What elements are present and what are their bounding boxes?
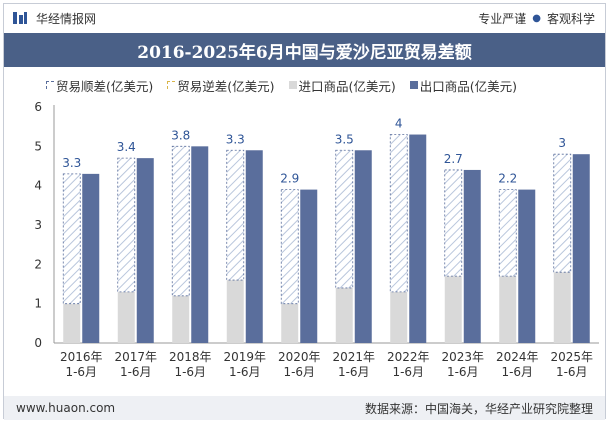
- legend: 贸易顺差(亿美元) 贸易逆差(亿美元) 进口商品(亿美元) 出口商品(亿美元): [46, 76, 586, 94]
- y-tick-label: 2: [34, 257, 42, 271]
- legend-swatch-export: [409, 81, 418, 89]
- import-bar: [444, 276, 462, 343]
- legend-swatch-surplus: [46, 81, 54, 89]
- legend-item-surplus: 贸易顺差(亿美元): [46, 76, 153, 95]
- x-tick-label: 2021年: [332, 350, 375, 364]
- legend-label-import: 进口商品(亿美元): [298, 78, 396, 94]
- import-bar: [499, 276, 517, 343]
- data-label: 2.9: [280, 172, 299, 186]
- import-bar: [281, 303, 299, 343]
- legend-item-import: 进口商品(亿美元): [288, 76, 396, 95]
- x-tick-label: 2018年: [169, 350, 212, 364]
- legend-item-deficit: 贸易逆差(亿美元): [167, 76, 275, 95]
- tag-objective: 客观科学: [546, 11, 595, 26]
- surplus-bar: [389, 134, 408, 293]
- x-tick-label: 2023年: [441, 350, 484, 364]
- legend-swatch-import: [288, 81, 297, 89]
- surplus-bar: [553, 153, 572, 273]
- bar-chart: 01234563.32016年1-6月3.42017年1-6月3.82018年1…: [34, 100, 599, 379]
- data-label: 3.5: [335, 132, 354, 146]
- x-tick-label: 1-6月: [65, 365, 97, 379]
- export-bar: [354, 150, 372, 343]
- export-bar: [518, 189, 536, 343]
- logo-icon: [13, 12, 27, 24]
- x-tick-label: 1-6月: [120, 365, 152, 379]
- x-tick-label: 2020年: [278, 350, 321, 364]
- export-bar: [300, 189, 318, 343]
- legend-label-surplus: 贸易顺差(亿美元): [56, 78, 154, 94]
- x-tick-label: 2019年: [223, 350, 266, 364]
- export-bar: [463, 169, 481, 343]
- x-tick-label: 1-6月: [392, 365, 424, 379]
- data-label: 3.8: [171, 128, 190, 142]
- footer: www.huaon.com 数据来源：中国海关，华经产业研究院整理: [4, 396, 605, 420]
- import-bar: [335, 287, 353, 343]
- x-tick-label: 2016年: [60, 350, 103, 364]
- x-tick-label: 1-6月: [501, 365, 533, 379]
- legend-swatch-deficit: [167, 81, 176, 89]
- export-bar: [82, 173, 100, 343]
- export-bar: [409, 134, 427, 343]
- surplus-bar: [280, 189, 299, 305]
- surplus-bar: [226, 149, 245, 281]
- data-label: 2.7: [444, 152, 463, 166]
- x-tick-label: 1-6月: [283, 365, 315, 379]
- import-bar: [117, 291, 135, 343]
- y-tick-label: 6: [34, 100, 42, 114]
- y-tick-label: 1: [34, 297, 42, 311]
- x-tick-label: 1-6月: [229, 365, 261, 379]
- import-bar: [172, 295, 190, 343]
- export-bar: [572, 154, 590, 343]
- export-bar: [191, 146, 209, 343]
- y-tick-label: 5: [34, 139, 42, 153]
- x-tick-label: 1-6月: [556, 365, 588, 379]
- surplus-bar: [117, 157, 136, 293]
- surplus-bar: [444, 169, 463, 277]
- x-tick-label: 1-6月: [174, 365, 206, 379]
- x-tick-label: 2025年: [550, 350, 593, 364]
- surplus-bar: [62, 173, 81, 305]
- y-tick-label: 4: [34, 179, 42, 193]
- chart-frame: 华经情报网 专业严谨 ● 客观科学 2016-2025年6月中国与爱沙尼亚贸易差…: [3, 3, 606, 420]
- data-label: 3: [558, 136, 566, 150]
- import-bar: [390, 291, 408, 343]
- chart-title: 2016-2025年6月中国与爱沙尼亚贸易差额: [137, 42, 472, 63]
- data-label: 3.4: [117, 140, 136, 154]
- x-tick-label: 2024年: [496, 350, 539, 364]
- legend-label-export: 出口商品(亿美元): [419, 78, 518, 94]
- brand: 华经情报网: [12, 10, 96, 27]
- legend-item-export: 出口商品(亿美元): [409, 76, 518, 95]
- header-tags: 专业严谨 ● 客观科学: [478, 10, 595, 27]
- data-label: 2.2: [498, 172, 517, 186]
- y-tick-label: 3: [34, 218, 42, 232]
- surplus-bar: [498, 189, 517, 277]
- data-label: 3.3: [226, 132, 245, 146]
- top-bar: 华经情报网 专业严谨 ● 客观科学: [4, 4, 605, 32]
- chart-title-bar: 2016-2025年6月中国与爱沙尼亚贸易差额: [4, 33, 605, 67]
- import-bar: [553, 272, 571, 343]
- dot-icon: ●: [532, 12, 541, 24]
- import-bar: [63, 303, 81, 343]
- footer-source: 数据来源：中国海关，华经产业研究院整理: [364, 401, 593, 416]
- export-bar: [136, 158, 154, 343]
- data-label: 3.3: [62, 156, 81, 170]
- x-tick-label: 1-6月: [447, 365, 479, 379]
- tag-professional: 专业严谨: [478, 11, 527, 26]
- legend-label-deficit: 贸易逆差(亿美元): [177, 78, 275, 94]
- surplus-bar: [171, 145, 190, 297]
- footer-website[interactable]: www.huaon.com: [16, 401, 116, 415]
- export-bar: [245, 150, 263, 343]
- x-tick-label: 1-6月: [338, 365, 370, 379]
- import-bar: [226, 280, 244, 343]
- x-tick-label: 2022年: [387, 350, 430, 364]
- surplus-bar: [335, 149, 354, 289]
- y-tick-label: 0: [34, 336, 42, 350]
- brand-name: 华经情报网: [36, 11, 97, 26]
- data-label: 4: [395, 117, 403, 131]
- x-tick-label: 2017年: [114, 350, 157, 364]
